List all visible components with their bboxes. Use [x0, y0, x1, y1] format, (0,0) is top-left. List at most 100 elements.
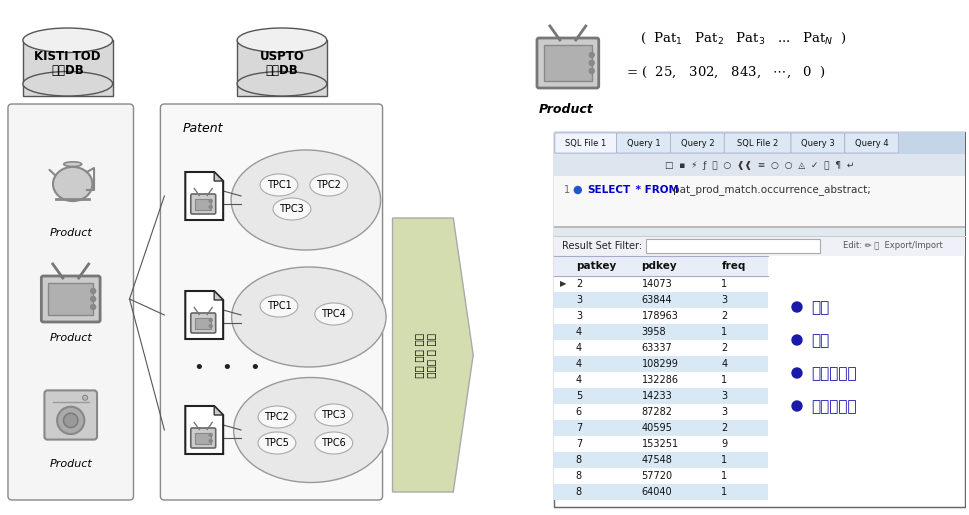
Polygon shape: [185, 291, 223, 339]
Text: SQL File 2: SQL File 2: [736, 139, 777, 148]
Text: 2: 2: [721, 423, 727, 433]
Text: 8: 8: [576, 455, 581, 465]
Text: 청구항전체: 청구항전체: [810, 367, 856, 382]
Text: Product: Product: [538, 103, 593, 116]
FancyBboxPatch shape: [790, 133, 844, 153]
Text: 1: 1: [721, 375, 727, 385]
Text: 132286: 132286: [641, 375, 678, 385]
FancyBboxPatch shape: [537, 38, 598, 88]
Text: KISTI TOD: KISTI TOD: [35, 50, 101, 63]
Circle shape: [792, 302, 801, 312]
Text: 특허DB: 특허DB: [266, 63, 298, 77]
Circle shape: [792, 368, 801, 378]
FancyBboxPatch shape: [191, 428, 215, 448]
Bar: [553, 404, 767, 420]
Text: 3: 3: [721, 407, 727, 417]
Ellipse shape: [258, 432, 296, 454]
Ellipse shape: [315, 432, 353, 454]
Text: Query 4: Query 4: [854, 139, 888, 148]
Bar: [553, 420, 767, 436]
Polygon shape: [392, 218, 473, 492]
Text: 14233: 14233: [641, 391, 672, 401]
Circle shape: [209, 439, 212, 442]
Circle shape: [90, 288, 96, 294]
Bar: [553, 154, 964, 176]
Text: TPC6: TPC6: [321, 438, 346, 448]
Ellipse shape: [231, 150, 380, 250]
FancyBboxPatch shape: [160, 104, 382, 500]
Text: 9: 9: [721, 439, 727, 449]
Text: 2: 2: [721, 311, 727, 321]
Text: 47548: 47548: [641, 455, 672, 465]
Text: 2: 2: [576, 279, 581, 289]
Bar: [553, 228, 964, 236]
Text: Query 2: Query 2: [680, 139, 713, 148]
Text: 108299: 108299: [641, 359, 677, 369]
Bar: [553, 236, 964, 256]
Polygon shape: [185, 406, 223, 454]
Polygon shape: [214, 291, 223, 300]
Text: Result Set Filter:: Result Set Filter:: [561, 241, 641, 251]
Text: pdkey: pdkey: [641, 261, 676, 271]
Text: 3: 3: [576, 295, 581, 305]
Text: 2: 2: [721, 343, 727, 353]
Ellipse shape: [309, 174, 347, 196]
Text: pat_prod_match.occurrence_abstract;: pat_prod_match.occurrence_abstract;: [672, 184, 870, 196]
Text: Edit: ✏ 🔃  Export/Import: Edit: ✏ 🔃 Export/Import: [842, 242, 942, 250]
Text: 4: 4: [576, 359, 581, 369]
Circle shape: [64, 413, 78, 427]
Circle shape: [574, 186, 580, 194]
Text: 4: 4: [576, 375, 581, 385]
Circle shape: [792, 335, 801, 345]
FancyBboxPatch shape: [191, 313, 215, 333]
Bar: [553, 308, 767, 324]
Ellipse shape: [232, 267, 386, 367]
Text: TPC3: TPC3: [279, 204, 304, 214]
Text: Patent: Patent: [182, 122, 223, 135]
Circle shape: [209, 205, 212, 209]
Ellipse shape: [315, 303, 353, 325]
Text: 63337: 63337: [641, 343, 672, 353]
Text: 1: 1: [721, 279, 727, 289]
Text: TPC2: TPC2: [265, 412, 289, 422]
FancyBboxPatch shape: [844, 133, 897, 153]
Circle shape: [209, 199, 212, 202]
Polygon shape: [214, 406, 223, 415]
FancyBboxPatch shape: [616, 133, 670, 153]
Text: ▶: ▶: [559, 280, 566, 288]
FancyBboxPatch shape: [544, 45, 591, 81]
Text: = (  25,   302,   843,   $\cdots$,   0  ): = ( 25, 302, 843, $\cdots$, 0 ): [625, 64, 825, 80]
Text: TPC2: TPC2: [316, 180, 341, 190]
Text: Product: Product: [49, 333, 92, 343]
Text: 63844: 63844: [641, 295, 672, 305]
FancyBboxPatch shape: [195, 318, 211, 329]
FancyBboxPatch shape: [8, 104, 134, 500]
Text: patkey: patkey: [576, 261, 615, 271]
Text: 7: 7: [576, 423, 581, 433]
Text: Product: Product: [49, 459, 92, 469]
Text: 대표청구항: 대표청구항: [810, 400, 856, 415]
Text: 87282: 87282: [641, 407, 672, 417]
Text: 5: 5: [576, 391, 581, 401]
Bar: [553, 436, 767, 452]
Text: SQL File 1: SQL File 1: [565, 139, 606, 148]
Ellipse shape: [23, 28, 112, 53]
Bar: [236, 40, 327, 96]
Ellipse shape: [236, 72, 327, 96]
Text: 1: 1: [721, 487, 727, 497]
Text: □  ▪  ⚡  ƒ  ⌕  ○  ❰❰  ≡  ○  ○  ◬  ✓  ⌕  ¶  ↵: □ ▪ ⚡ ƒ ⌕ ○ ❰❰ ≡ ○ ○ ◬ ✓ ⌕ ¶ ↵: [665, 161, 854, 169]
FancyBboxPatch shape: [645, 239, 819, 253]
Text: 4: 4: [576, 327, 581, 337]
Text: •   •   •: • • •: [194, 359, 261, 377]
Text: 178963: 178963: [641, 311, 677, 321]
Text: TPC1: TPC1: [266, 301, 291, 311]
Text: 57720: 57720: [641, 471, 672, 481]
Ellipse shape: [315, 404, 353, 426]
Ellipse shape: [258, 406, 296, 428]
Circle shape: [90, 304, 96, 310]
Ellipse shape: [236, 28, 327, 53]
Circle shape: [588, 60, 594, 65]
FancyBboxPatch shape: [553, 132, 964, 507]
Bar: [553, 484, 767, 500]
Circle shape: [588, 68, 594, 74]
